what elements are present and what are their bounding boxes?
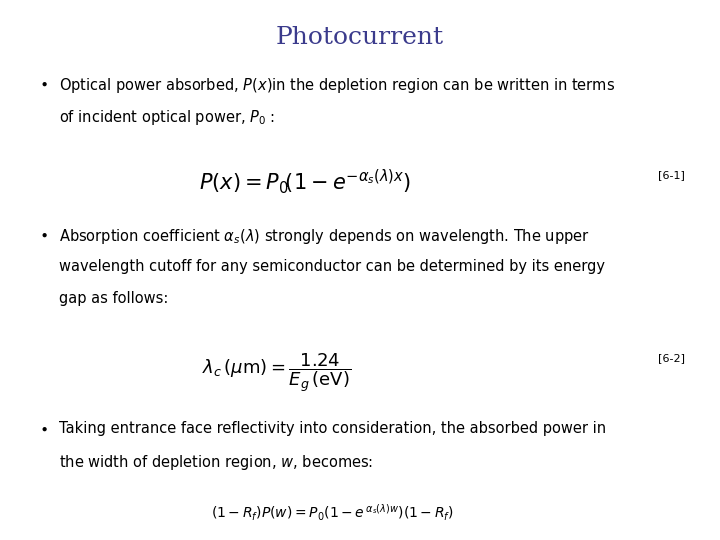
Text: Optical power absorbed, $P(x)$in the depletion region can be written in terms: Optical power absorbed, $P(x)$in the dep… xyxy=(59,76,616,94)
Text: Photocurrent: Photocurrent xyxy=(276,26,444,49)
Text: [6-1]: [6-1] xyxy=(658,170,685,180)
Text: $\lambda_c\,(\mu\mathrm{m}) = \dfrac{1.24}{E_g\,(\mathrm{eV})}$: $\lambda_c\,(\mu\mathrm{m}) = \dfrac{1.2… xyxy=(202,351,351,394)
Text: of incident optical power, $P_0$ :: of incident optical power, $P_0$ : xyxy=(59,108,275,127)
Text: wavelength cutoff for any semiconductor can be determined by its energy: wavelength cutoff for any semiconductor … xyxy=(59,259,606,274)
Text: the width of depletion region, $w$, becomes:: the width of depletion region, $w$, beco… xyxy=(59,453,374,472)
Text: $(1 - R_f)P(w) = P_0(1 - e^{\,\alpha_s(\lambda)w})(1 - R_f)$: $(1 - R_f)P(w) = P_0(1 - e^{\,\alpha_s(\… xyxy=(211,502,454,523)
Text: $\bullet$: $\bullet$ xyxy=(39,421,48,436)
Text: gap as follows:: gap as follows: xyxy=(59,291,168,306)
Text: $\bullet$: $\bullet$ xyxy=(39,227,48,242)
Text: $P(x) = P_0\!\left(1 - e^{-\alpha_s(\lambda)x}\right)$: $P(x) = P_0\!\left(1 - e^{-\alpha_s(\lam… xyxy=(199,167,410,196)
Text: Taking entrance face reflectivity into consideration, the absorbed power in: Taking entrance face reflectivity into c… xyxy=(59,421,606,436)
Text: Absorption coefficient $\alpha_s(\lambda)$ strongly depends on wavelength. The u: Absorption coefficient $\alpha_s(\lambda… xyxy=(59,227,590,246)
Text: [6-2]: [6-2] xyxy=(658,354,685,363)
Text: $\bullet$: $\bullet$ xyxy=(39,76,48,91)
